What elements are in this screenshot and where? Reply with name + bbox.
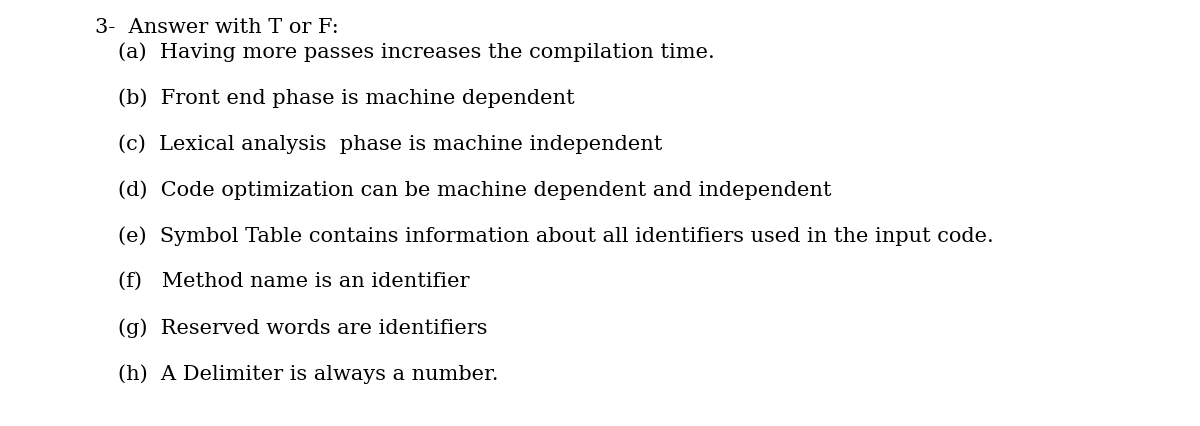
Text: (b)  Front end phase is machine dependent: (b) Front end phase is machine dependent (118, 88, 575, 108)
Text: (g)  Reserved words are identifiers: (g) Reserved words are identifiers (118, 318, 487, 338)
Text: 3-  Answer with T or F:: 3- Answer with T or F: (95, 18, 338, 37)
Text: (d)  Code optimization can be machine dependent and independent: (d) Code optimization can be machine dep… (118, 180, 832, 200)
Text: (c)  Lexical analysis  phase is machine independent: (c) Lexical analysis phase is machine in… (118, 134, 662, 154)
Text: (e)  Symbol Table contains information about all identifiers used in the input c: (e) Symbol Table contains information ab… (118, 226, 994, 246)
Text: (f)   Method name is an identifier: (f) Method name is an identifier (118, 272, 469, 291)
Text: (h)  A Delimiter is always a number.: (h) A Delimiter is always a number. (118, 364, 498, 384)
Text: (a)  Having more passes increases the compilation time.: (a) Having more passes increases the com… (118, 42, 715, 62)
